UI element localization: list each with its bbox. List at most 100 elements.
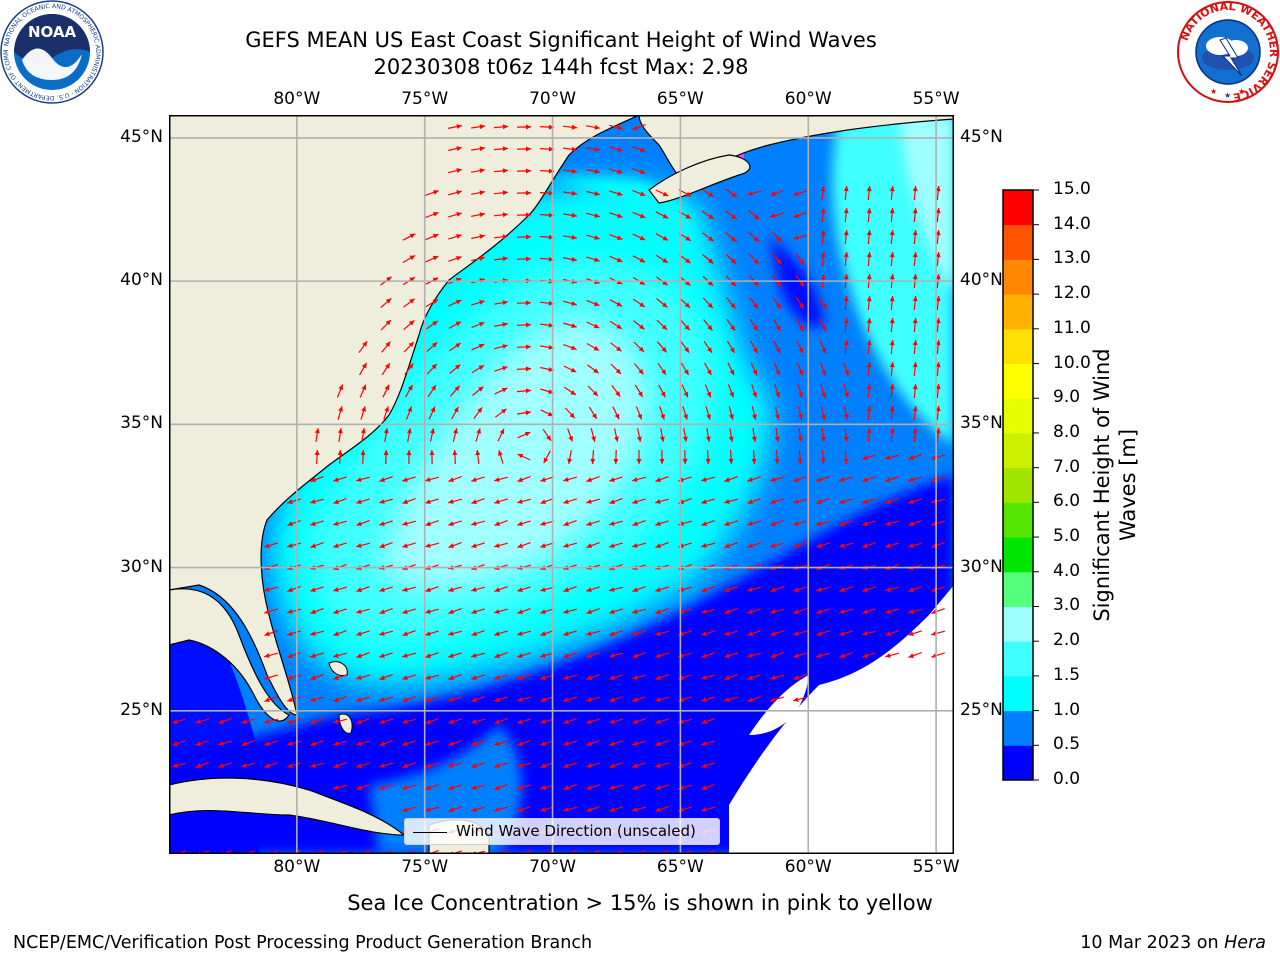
wave-direction-arrowhead: [639, 279, 645, 285]
wave-direction-arrowhead: [264, 719, 270, 724]
wave-direction-arrowhead: [494, 499, 500, 504]
wave-direction-arrowhead: [776, 236, 782, 242]
wave-direction-arrowhead: [402, 741, 408, 746]
wave-direction-arrowhead: [591, 413, 597, 419]
lat-tick-label: 35°N: [960, 413, 1003, 434]
wave-direction-arrowhead: [912, 274, 918, 280]
wave-direction-arrowhead: [402, 631, 408, 636]
wave-direction-arrowhead: [379, 609, 385, 614]
wave-direction-arrowhead: [730, 325, 736, 331]
wave-direction-arrowhead: [540, 763, 546, 768]
wave-direction-arrowhead: [379, 521, 385, 526]
land-bahamas-1: [328, 661, 348, 676]
wave-direction-arrowhead: [594, 213, 600, 218]
wave-direction-arrowhead: [494, 521, 500, 526]
wave-direction-arrowhead: [747, 477, 753, 482]
wave-direction-arrowhead: [866, 406, 872, 412]
wave-direction-arrowhead: [844, 370, 849, 376]
colorbar-tick-label: 5.0: [1053, 526, 1081, 547]
wave-direction-arrowhead: [402, 653, 408, 658]
wave-direction-arrowhead: [586, 675, 592, 680]
wave-direction-arrowhead: [287, 543, 293, 548]
land-cuba: [169, 777, 406, 836]
wave-direction-arrowhead: [682, 436, 688, 442]
wave-direction-arrowhead: [729, 369, 735, 376]
wave-direction-arrowhead: [478, 365, 484, 371]
wave-direction-arrowhead: [793, 631, 799, 636]
colorbar-label-line2: Waves [m]: [1116, 428, 1140, 542]
wave-direction-arrowhead: [908, 521, 914, 526]
wave-direction-arrowhead: [356, 587, 362, 592]
wave-direction-arrowhead: [816, 543, 822, 548]
colorbar-tick-label: 13.0: [1053, 248, 1091, 269]
svg-text:★: ★: [1210, 87, 1217, 96]
wave-direction-arrowhead: [402, 521, 408, 526]
wave-direction-arrowhead: [379, 477, 385, 482]
wave-direction-arrowhead: [429, 450, 435, 455]
wave-direction-arrowhead: [455, 343, 461, 348]
wave-direction-arrowhead: [379, 785, 385, 790]
wave-direction-arrowhead: [753, 236, 760, 242]
wave-direction-arrowhead: [685, 213, 691, 219]
footer-machine: Hera: [1224, 933, 1266, 953]
wave-direction-arrowhead: [912, 208, 918, 214]
wave-direction-arrowhead: [586, 807, 592, 812]
wave-direction-arrowhead: [632, 587, 638, 592]
wave-direction-arrowhead: [609, 609, 615, 614]
wave-direction-arrowhead: [753, 280, 759, 287]
nws-logo: NATIONAL WEATHER SERVICE ★ ★ ★: [1177, 0, 1280, 104]
wave-direction-arrowhead: [540, 675, 546, 680]
footer-date-text: 10 Mar 2023 on: [1080, 933, 1225, 953]
wave-direction-arrowhead: [425, 741, 431, 746]
wave-direction-arrowhead: [409, 233, 416, 239]
lon-tick-label: 60°W: [784, 857, 832, 877]
wave-direction-arrowhead: [889, 362, 895, 368]
wave-direction-arrowhead: [655, 631, 661, 636]
wave-direction-arrowhead: [526, 190, 531, 196]
wave-direction-arrowhead: [935, 186, 941, 192]
wave-direction-arrowhead: [594, 235, 600, 240]
wave-direction-arrowhead: [502, 256, 508, 262]
wave-direction-arrowhead: [356, 543, 362, 548]
wave-direction-arrowhead: [517, 609, 523, 614]
wave-direction-arrowhead: [885, 499, 891, 504]
wave-direction-arrowhead: [775, 325, 781, 331]
wave-direction-arrowhead: [479, 212, 485, 218]
footer-branch: NCEP/EMC/Verification Post Processing Pr…: [13, 933, 593, 953]
wave-direction-arrowhead: [752, 414, 757, 420]
wave-direction-arrowhead: [866, 296, 872, 302]
wave-direction-arrowhead: [609, 631, 615, 636]
wave-direction-arrowhead: [563, 697, 569, 702]
wave-direction-arrowhead: [517, 477, 523, 482]
wave-direction-arrowhead: [776, 303, 781, 309]
wave-direction-arrowhead: [639, 257, 646, 263]
wave-direction-arrowhead: [889, 296, 895, 302]
wave-direction-arrowhead: [661, 324, 668, 330]
wave-direction-arrowhead: [540, 609, 546, 614]
wave-direction-arrowhead: [683, 369, 689, 375]
wave-direction-arrowhead: [356, 697, 362, 702]
wave-direction-arrowhead: [775, 392, 780, 398]
wave-direction-arrowhead: [540, 653, 546, 658]
wave-direction-arrowhead: [775, 347, 781, 354]
wave-direction-arrowhead: [889, 186, 895, 192]
wave-direction-arrowhead: [862, 477, 868, 482]
lat-tick-label: 25°N: [960, 699, 1003, 720]
wave-direction-arrowhead: [839, 609, 845, 614]
wave-direction-arrowhead: [379, 653, 385, 658]
wave-direction-arrowhead: [701, 741, 707, 746]
wave-direction-arrowhead: [407, 406, 412, 412]
wave-direction-arrowhead: [172, 719, 178, 724]
wave-direction-arrowhead: [586, 653, 592, 658]
colorbar-tick-label: 9.0: [1053, 387, 1081, 408]
wave-direction-arrowhead: [685, 280, 691, 286]
wave-direction-arrowhead: [912, 362, 918, 368]
wave-region-3: [379, 318, 649, 591]
wave-direction-arrowhead: [935, 362, 941, 368]
wave-direction-arrowhead: [885, 477, 891, 482]
wave-direction-arrowhead: [701, 763, 707, 768]
wave-direction-arrowhead: [361, 362, 367, 369]
wave-direction-arrowhead: [567, 458, 573, 464]
wave-direction-arrowhead: [793, 697, 799, 702]
wave-direction-arrowhead: [908, 499, 914, 504]
